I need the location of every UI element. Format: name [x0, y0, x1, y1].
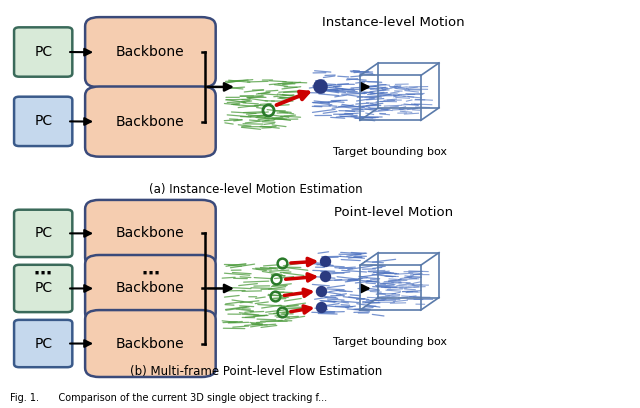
Text: (a) Instance-level Motion Estimation: (a) Instance-level Motion Estimation: [149, 183, 363, 196]
Text: Backbone: Backbone: [116, 115, 185, 129]
Text: Backbone: Backbone: [116, 282, 185, 295]
Text: ⋯: ⋯: [141, 264, 159, 282]
Text: PC: PC: [34, 226, 52, 240]
FancyBboxPatch shape: [85, 17, 216, 87]
FancyBboxPatch shape: [14, 27, 72, 77]
FancyBboxPatch shape: [14, 97, 72, 146]
Text: ⋯: ⋯: [34, 264, 52, 282]
Text: Backbone: Backbone: [116, 337, 185, 350]
FancyBboxPatch shape: [14, 320, 72, 367]
FancyBboxPatch shape: [85, 200, 216, 267]
Text: PC: PC: [34, 337, 52, 350]
Text: Instance-level Motion: Instance-level Motion: [323, 16, 465, 29]
FancyBboxPatch shape: [85, 255, 216, 322]
Text: PC: PC: [34, 45, 52, 59]
FancyBboxPatch shape: [14, 265, 72, 312]
Text: Fig. 1.  Comparison of the current 3D single object tracking f...: Fig. 1. Comparison of the current 3D sin…: [10, 393, 327, 403]
Text: PC: PC: [34, 282, 52, 295]
Text: PC: PC: [34, 114, 52, 129]
Text: Point-level Motion: Point-level Motion: [334, 206, 453, 219]
Text: Target bounding box: Target bounding box: [333, 147, 447, 157]
Text: (b) Multi-frame Point-level Flow Estimation: (b) Multi-frame Point-level Flow Estimat…: [130, 365, 382, 378]
Text: Backbone: Backbone: [116, 226, 185, 240]
FancyBboxPatch shape: [14, 210, 72, 257]
Text: Target bounding box: Target bounding box: [333, 337, 447, 347]
FancyBboxPatch shape: [85, 310, 216, 377]
FancyBboxPatch shape: [85, 86, 216, 157]
Text: Backbone: Backbone: [116, 45, 185, 59]
